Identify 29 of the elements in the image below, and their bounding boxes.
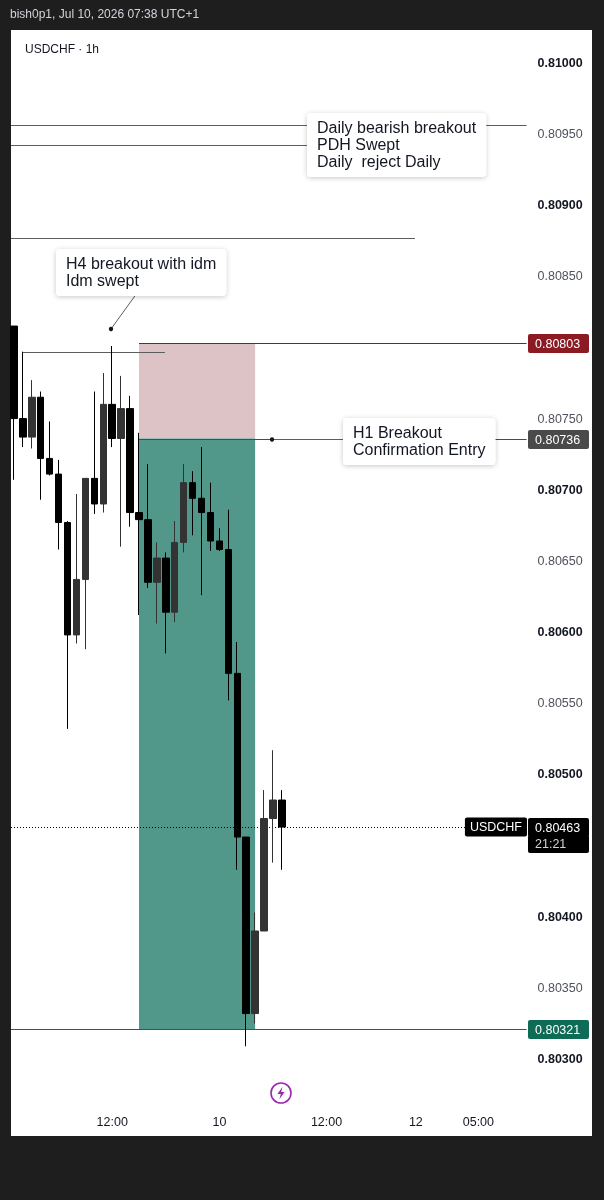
x-tick-label: 10 bbox=[212, 1114, 227, 1129]
y-tick-label: 0.80750 bbox=[537, 411, 583, 426]
y-tick-label: 0.80550 bbox=[537, 696, 583, 711]
ref-line-label: 0.80736 bbox=[535, 432, 581, 447]
y-tick-label: 0.80850 bbox=[537, 269, 583, 284]
y-tick-label: 0.80500 bbox=[537, 767, 583, 782]
y-tick-label: 0.81000 bbox=[537, 55, 583, 70]
text: USDCHF · 1h bbox=[25, 42, 100, 56]
annotation: H1 Breakout Confirmation Entry bbox=[353, 424, 486, 458]
y-tick-label: 0.80700 bbox=[537, 482, 583, 497]
x-tick-label: 12 bbox=[408, 1114, 423, 1129]
annotation: USDCHF bbox=[469, 820, 523, 834]
y-tick-label: 0.80350 bbox=[537, 980, 583, 995]
ref-line-label: 0.80803 bbox=[535, 336, 581, 351]
y-tick-label: 0.80900 bbox=[537, 198, 583, 213]
y-tick-label: 0.80400 bbox=[537, 909, 583, 924]
ref-line-label: 0.80321 bbox=[535, 1022, 581, 1037]
y-tick-label: 0.80950 bbox=[537, 126, 583, 141]
x-tick-label: 12:00 bbox=[96, 1114, 128, 1129]
text: bish0p1, Jul 10, 2026 07:38 UTC+1 bbox=[10, 7, 200, 21]
annotation: Daily bearish breakout PDH Swept Daily reject Daily bbox=[317, 119, 477, 170]
annotation: H4 breakout with idm Idm swept bbox=[66, 255, 217, 289]
x-tick-label: 05:00 bbox=[462, 1114, 495, 1129]
x-tick-label: 12:00 bbox=[310, 1114, 343, 1129]
ref-line-label: 0.80463 bbox=[535, 820, 581, 835]
y-tick-label: 0.80300 bbox=[537, 1052, 583, 1067]
text: 21:21 bbox=[535, 837, 567, 851]
y-tick-label: 0.80650 bbox=[537, 553, 583, 568]
y-tick-label: 0.80600 bbox=[537, 625, 583, 640]
